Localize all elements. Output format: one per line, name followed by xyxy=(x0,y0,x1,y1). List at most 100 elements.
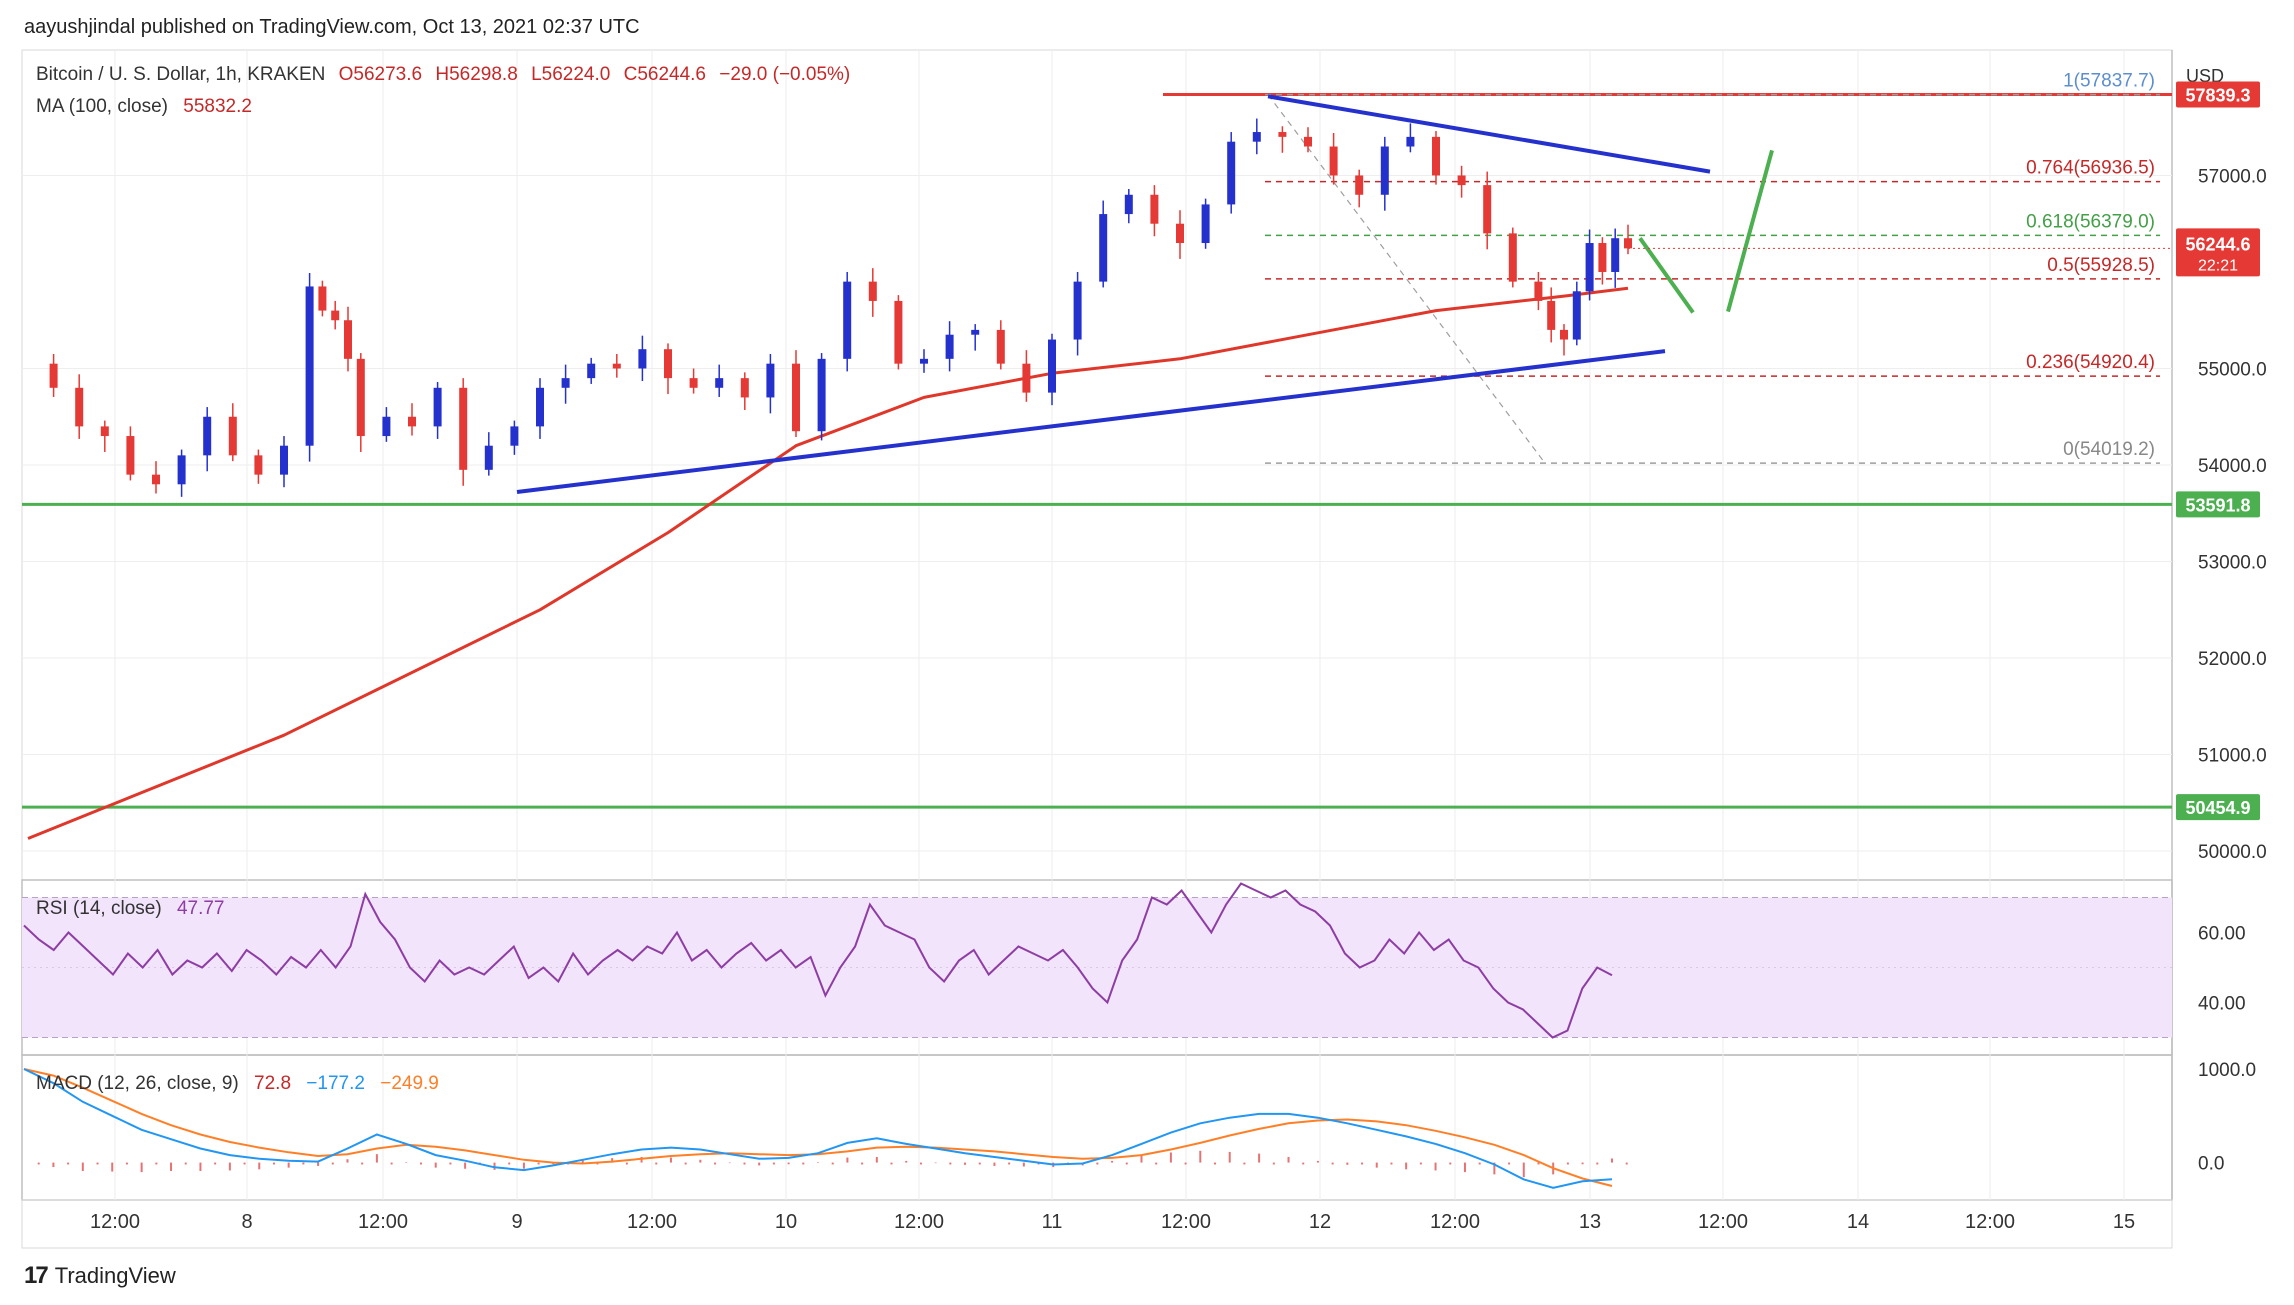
candle-body xyxy=(971,329,980,335)
ohlc-low: L56224.0 xyxy=(531,64,611,85)
candle-body xyxy=(1534,281,1543,301)
time-tick-label: 12:00 xyxy=(1698,1211,1748,1233)
candle-body xyxy=(356,358,365,437)
fib-label: 0.5(55928.5) xyxy=(2047,255,2155,276)
candle-body xyxy=(1406,136,1415,147)
candle-body xyxy=(254,455,263,475)
candle-body xyxy=(1624,238,1632,249)
ma100-line xyxy=(27,286,1629,840)
ohlc-high: H56298.8 xyxy=(435,64,518,85)
ohlc-change: −29.0 (−0.05%) xyxy=(719,64,851,85)
countdown-label: 22:21 xyxy=(2198,257,2238,274)
last-price-label: 56244.6 xyxy=(2185,234,2250,254)
level-badge xyxy=(2176,491,2260,518)
ohlc-close: C56244.6 xyxy=(623,64,706,85)
candle-body xyxy=(75,387,84,427)
level-badge xyxy=(2176,794,2260,821)
candle-body xyxy=(843,281,852,359)
candle-body xyxy=(305,286,314,446)
candle-body xyxy=(1572,291,1581,340)
macd-line-value: −177.2 xyxy=(306,1073,365,1094)
candle-body xyxy=(1329,146,1338,176)
label-layer: 57839.3 53591.8 50454.9 1(57837.7) 0.764(569… xyxy=(2026,71,2260,821)
price-tick-label: 53000.0 xyxy=(2198,553,2267,574)
candle-body xyxy=(638,349,647,369)
candle-body xyxy=(408,416,416,427)
time-tick-label: 12:00 xyxy=(894,1211,944,1233)
time-tick-label: 12:00 xyxy=(90,1211,140,1233)
candle-body xyxy=(1124,194,1133,215)
trendline-resistance xyxy=(1267,94,1711,174)
candle-body xyxy=(1073,281,1082,340)
candle-body xyxy=(1304,136,1312,147)
time-tick-label: 12:00 xyxy=(1965,1211,2015,1233)
fib-label: 0.764(56936.5) xyxy=(2026,158,2155,179)
tradingview-logo-icon: 17 xyxy=(24,1262,49,1289)
symbol-legend[interactable]: Bitcoin / U. S. Dollar, 1h, KRAKEN O5627… xyxy=(36,64,850,86)
candle-body xyxy=(177,455,186,485)
candle-body xyxy=(382,416,391,437)
rsi-label: RSI (14, close) xyxy=(36,898,162,919)
candle-body xyxy=(1176,223,1184,244)
time-tick-label: 12 xyxy=(1309,1211,1331,1233)
time-tick-label: 13 xyxy=(1579,1211,1601,1233)
time-axis-frame xyxy=(21,1199,2173,1249)
candle-body xyxy=(152,474,160,485)
price-tick-label: 57000.0 xyxy=(2198,166,2267,187)
fib-label: 0(54019.2) xyxy=(2063,439,2155,460)
trendline-support xyxy=(516,349,1666,495)
candle-body xyxy=(1432,136,1440,176)
candle-body xyxy=(1508,233,1517,282)
candle-body xyxy=(228,416,237,456)
ma-legend[interactable]: MA (100, close) 55832.2 xyxy=(36,96,252,118)
projection-up xyxy=(1726,149,1774,313)
fib-label: 0.236(54920.4) xyxy=(2026,352,2155,373)
candle-body xyxy=(1611,238,1620,272)
rsi-legend[interactable]: RSI (14, close) 47.77 xyxy=(36,898,224,920)
projection-down xyxy=(1638,237,1695,314)
price-tick-label: 51000.0 xyxy=(2198,746,2267,767)
price-layer xyxy=(22,92,2172,840)
ma-value: 55832.2 xyxy=(183,96,252,117)
time-tick-label: 14 xyxy=(1847,1211,1869,1233)
macd-label: MACD (12, 26, close, 9) xyxy=(36,1073,239,1094)
candle-body xyxy=(664,349,672,379)
macd-layer xyxy=(23,1068,1628,1189)
ohlc-open: O56273.6 xyxy=(338,64,423,85)
time-tick-label: 15 xyxy=(2113,1211,2135,1233)
axis-layer: 50000.0 51000.0 52000.0 53000.0 54000.0 55000… xyxy=(90,66,2267,1233)
rsi-tick-label: 60.00 xyxy=(2198,924,2246,945)
rsi-line xyxy=(23,882,1613,1039)
tradingview-brand[interactable]: 17 TradingView xyxy=(24,1262,176,1290)
candle-body xyxy=(49,363,58,388)
macd-tick-label: 0.0 xyxy=(2198,1154,2224,1175)
time-tick-label: 9 xyxy=(511,1211,522,1233)
macd-legend[interactable]: MACD (12, 26, close, 9) 72.8 −177.2 −249… xyxy=(36,1073,439,1095)
fib-label: 0.618(56379.0) xyxy=(2026,211,2155,232)
time-tick-label: 12:00 xyxy=(358,1211,408,1233)
price-tick-label: 54000.0 xyxy=(2198,456,2267,477)
candle-body xyxy=(561,378,570,388)
time-tick-label: 8 xyxy=(241,1211,252,1233)
candle-body xyxy=(689,378,698,388)
candle-body xyxy=(331,310,340,321)
price-tick-label: 50000.0 xyxy=(2198,842,2267,863)
candle-body xyxy=(945,334,954,359)
level-badge-label: 57839.3 xyxy=(2185,85,2250,105)
candle-body xyxy=(100,426,109,437)
candle-body xyxy=(1380,146,1389,195)
candle-body xyxy=(817,358,826,432)
candle-body xyxy=(792,363,800,432)
candle-body xyxy=(1252,132,1261,142)
candle-body xyxy=(1547,300,1556,330)
publisher-line: aayushjindal published on TradingView.co… xyxy=(24,16,640,38)
candle-body xyxy=(1022,363,1031,393)
last-price-badge xyxy=(2176,228,2260,277)
candle-body xyxy=(126,436,135,475)
candle-body xyxy=(203,416,212,456)
candle-body xyxy=(1048,339,1056,393)
candle-body xyxy=(1585,243,1594,292)
unit-label: USD xyxy=(2186,66,2224,86)
brand-label: TradingView xyxy=(54,1263,176,1288)
